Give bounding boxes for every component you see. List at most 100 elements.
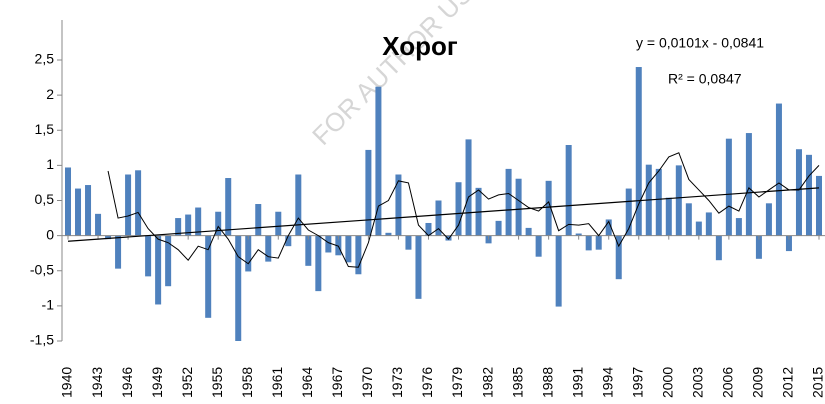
bar (305, 235, 312, 266)
bar (435, 200, 442, 236)
bar (765, 203, 772, 236)
bar (445, 235, 452, 241)
x-tick-label: 1961 (269, 367, 285, 398)
bar (425, 222, 432, 236)
bar (665, 197, 672, 236)
bar (805, 154, 812, 236)
x-tick-label: 1964 (299, 367, 315, 398)
x-tick-label: 2003 (690, 367, 706, 398)
bar (725, 138, 732, 236)
bar (105, 235, 112, 240)
bar (145, 235, 152, 277)
bar (255, 204, 262, 236)
x-tick-label: 1985 (509, 367, 525, 398)
x-tick-label: 1973 (389, 367, 405, 398)
bar (95, 213, 102, 236)
bar (235, 235, 242, 341)
bar (115, 235, 122, 269)
bar (385, 232, 392, 236)
y-tick-label: 0 (46, 226, 54, 242)
x-tick-label: 1988 (539, 367, 555, 398)
r-squared: R² = 0,0847 (668, 71, 742, 87)
bar (635, 67, 642, 236)
moving-average-line (107, 152, 820, 268)
bar (375, 86, 382, 236)
bar (815, 175, 822, 236)
bar (685, 203, 692, 236)
bar (185, 214, 192, 236)
x-tick-label: 2015 (810, 367, 825, 398)
chart-title: Хорог (382, 31, 458, 61)
bar (455, 182, 462, 236)
bar (125, 174, 132, 236)
bar (795, 149, 802, 236)
bar (225, 178, 232, 236)
bar (265, 235, 272, 262)
x-tick-label: 1958 (239, 367, 255, 398)
bar (325, 235, 332, 253)
bar (625, 188, 632, 236)
y-tick-label: 1 (46, 156, 54, 172)
y-tick-label: 2,5 (35, 51, 55, 67)
bar (135, 170, 142, 236)
bar (595, 235, 602, 250)
y-tick-label: -1 (42, 297, 55, 313)
bar (535, 235, 542, 257)
y-tick-label: 0,5 (35, 191, 55, 207)
bar (585, 235, 592, 251)
bar (205, 235, 212, 318)
x-tick-label: 1955 (209, 367, 225, 398)
bar (75, 188, 82, 236)
bar (315, 235, 322, 292)
bar (715, 235, 722, 261)
bar (565, 145, 572, 236)
trend-line (67, 187, 820, 242)
bar (175, 218, 182, 236)
bar (755, 235, 762, 259)
bar (405, 235, 412, 250)
x-tick-label: 1967 (329, 367, 345, 398)
watermark: FOR AUTHOR USE (306, 0, 491, 151)
bar (655, 168, 662, 236)
bar (245, 235, 252, 272)
bar (345, 235, 352, 263)
x-tick-label: 2009 (750, 367, 766, 398)
bar (605, 219, 612, 236)
bar (695, 221, 702, 236)
x-tick-label: 2000 (659, 367, 675, 398)
y-tick-label: -1,5 (30, 332, 54, 348)
y-tick-label: -0,5 (30, 261, 54, 277)
x-tick-label: 2012 (780, 367, 796, 398)
bar (295, 174, 302, 236)
bar (735, 218, 742, 236)
x-tick-label: 1994 (599, 367, 615, 398)
bar (215, 211, 222, 236)
bar (365, 149, 372, 236)
bar (85, 185, 92, 236)
x-tick-label: 1979 (449, 367, 465, 398)
bar (155, 235, 162, 305)
bar (495, 220, 502, 236)
x-tick-label: 1982 (479, 367, 495, 398)
x-tick-label: 1943 (89, 367, 105, 398)
bar (705, 212, 712, 236)
bar (545, 180, 552, 236)
x-tick-label: 1970 (359, 367, 375, 398)
x-tick-label: 2006 (720, 367, 736, 398)
x-tick-label: 1940 (59, 367, 75, 398)
bar (515, 178, 522, 236)
x-tick-label: 1997 (629, 367, 645, 398)
bar (615, 235, 622, 280)
bar (65, 167, 72, 236)
x-tick-label: 1991 (569, 367, 585, 398)
bar (555, 235, 562, 307)
bar (575, 233, 582, 236)
bar (275, 211, 282, 236)
bar (775, 103, 782, 236)
x-tick-label: 1976 (419, 367, 435, 398)
bar (465, 139, 472, 236)
bar (505, 168, 512, 236)
y-tick-label: 2 (46, 86, 54, 102)
